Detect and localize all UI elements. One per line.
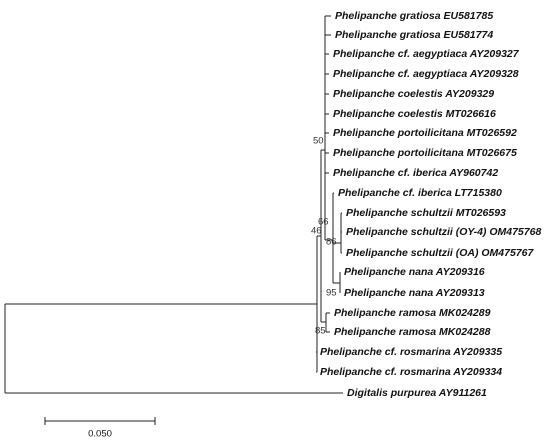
leaf-label: Digitalis purpurea AY911261 (347, 387, 487, 399)
leaf-label: Phelipanche cf. iberica AY960742 (333, 167, 498, 179)
leaf-label: Phelipanche nana AY209313 (344, 287, 485, 299)
leaf-label: Phelipanche coelestis MT026616 (333, 108, 496, 120)
leaf-label: Phelipanche schultzii MT026593 (346, 207, 506, 219)
support-value: 46 (311, 226, 322, 237)
leaf-label: Phelipanche cf. aegyptiaca AY209328 (333, 68, 519, 80)
leaf-label: Phelipanche cf. rosmarina AY209335 (320, 346, 502, 358)
leaf-label: Phelipanche portoilicitana MT026592 (333, 127, 517, 139)
leaf-label: Phelipanche schultzii (OY-4) OM475768 (346, 226, 541, 238)
support-value: 86 (326, 237, 337, 248)
scale-bar-label: 0.050 (88, 429, 112, 440)
leaf-label: Phelipanche ramosa MK024289 (334, 307, 491, 319)
leaf-label: Phelipanche gratiosa EU581774 (335, 29, 493, 41)
leaf-label: Phelipanche gratiosa EU581785 (335, 10, 493, 22)
leaf-label: Phelipanche cf. aegyptiaca AY209327 (333, 48, 520, 60)
leaf-label: Phelipanche schultzii (OA) OM475767 (346, 247, 534, 259)
leaf-label: Phelipanche portoilicitana MT026675 (333, 147, 517, 159)
leaf-label: Phelipanche nana AY209316 (344, 266, 485, 278)
support-value: 85 (315, 326, 326, 337)
leaf-label: Phelipanche ramosa MK024288 (334, 326, 491, 338)
leaf-label: Phelipanche cf. rosmarina AY209334 (320, 366, 502, 378)
leaf-label: Phelipanche coelestis AY209329 (333, 88, 494, 100)
support-value: 66 (318, 217, 329, 228)
leaf-label: Phelipanche cf. iberica LT715380 (338, 187, 502, 199)
support-value: 95 (326, 288, 337, 299)
support-value: 50 (313, 136, 324, 147)
